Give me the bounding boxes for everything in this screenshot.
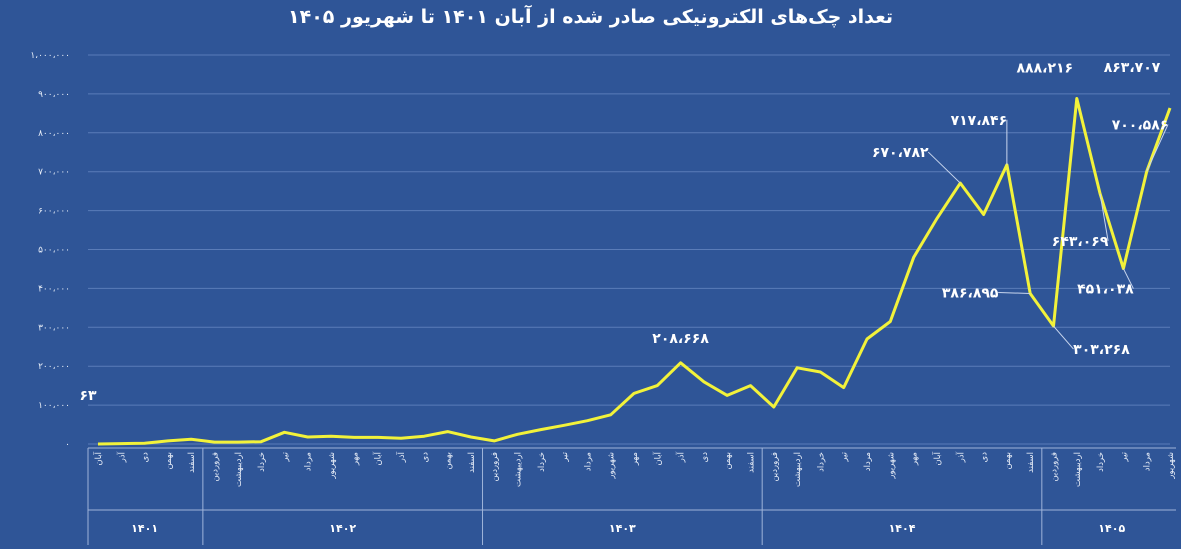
x-tick-label: دی [700, 452, 710, 463]
x-tick-label: شهریور [327, 452, 337, 480]
chart-title: تعداد چک‌های الکترونیکی صادر شده از آبان… [288, 6, 893, 28]
data-label-leader [1053, 325, 1074, 350]
x-tick-label: شهریور [886, 452, 896, 480]
data-label: ۴۵۱،۰۳۸ [1077, 282, 1134, 298]
data-label: ۲۰۸،۶۶۸ [652, 331, 709, 347]
data-label: ۷۱۷،۸۴۶ [951, 113, 1008, 129]
y-tick-label: ۴۰۰،۰۰۰ [38, 284, 70, 294]
x-tick-label: بهمن [444, 452, 454, 470]
data-label: ۸۸۸،۲۱۶ [1016, 60, 1073, 76]
x-tick-label: اردیبهشت [1073, 452, 1083, 487]
data-label-leader [927, 151, 961, 184]
x-tick-label: فروردین [211, 452, 221, 482]
data-label-leader [998, 291, 1031, 294]
x-tick-label: فروردین [1049, 452, 1059, 482]
x-tick-label: آبان [931, 451, 943, 465]
y-tick-label: ۹۰۰،۰۰۰ [38, 90, 70, 100]
x-tick-label: اسفند [747, 452, 757, 473]
y-tick-label: ۰ [65, 440, 70, 450]
data-label: ۷۰۰،۵۸۶ [1112, 117, 1169, 133]
y-tick-label: ۷۰۰،۰۰۰ [38, 168, 70, 178]
x-tick-label: خرداد [816, 452, 826, 472]
x-tick-label: تیر [280, 451, 290, 462]
x-tick-label: آذر [675, 451, 687, 463]
x-tick-label: دی [420, 452, 430, 463]
year-group-label: ۱۴۰۱ [131, 522, 158, 535]
year-group-label: ۱۴۰۲ [329, 522, 356, 535]
data-label-leader [1099, 193, 1109, 241]
x-tick-label: مرداد [304, 452, 314, 471]
x-tick-label: آبان [92, 451, 104, 465]
x-tick-label: خرداد [257, 452, 267, 472]
data-label: ۶۴۳،۰۶۹ [1052, 234, 1109, 250]
x-tick-label: مرداد [583, 452, 593, 471]
x-tick-label: آبان [372, 451, 384, 465]
x-tick-label: شهریور [607, 452, 617, 480]
x-tick-label: دی [980, 452, 990, 463]
x-tick-label: بهمن [1003, 452, 1013, 470]
x-tick-label: اسفند [1026, 452, 1036, 473]
data-label: ۳۸۶،۸۹۵ [942, 285, 999, 301]
x-tick-label: شهریور [1166, 452, 1176, 480]
x-tick-label: آذر [395, 451, 407, 463]
x-tick-label: آذر [115, 451, 127, 463]
data-label: ۶۷۰،۷۸۲ [872, 145, 929, 161]
year-group-label: ۱۴۰۳ [609, 522, 636, 535]
x-tick-label: اسفند [187, 452, 197, 473]
y-tick-label: ۶۰۰،۰۰۰ [38, 207, 70, 217]
data-label: ۸۶۳،۷۰۷ [1104, 60, 1161, 76]
y-tick-label: ۱۰۰،۰۰۰ [38, 401, 70, 411]
x-tick-label: مهر [350, 452, 360, 466]
y-tick-label: ۳۰۰،۰۰۰ [38, 323, 70, 333]
year-group-label: ۱۴۰۵ [1098, 522, 1125, 535]
x-tick-label: مرداد [1143, 452, 1153, 471]
x-tick-label: بهمن [723, 452, 733, 470]
x-tick-label: خرداد [537, 452, 547, 472]
data-label-leader [1122, 268, 1134, 289]
y-tick-label: ۲۰۰،۰۰۰ [38, 362, 70, 372]
data-label: ۶۳ [79, 388, 97, 404]
y-tick-label: ۸۰۰،۰۰۰ [38, 129, 70, 139]
x-tick-label: مرداد [863, 452, 873, 471]
x-tick-label: بهمن [164, 452, 174, 470]
x-tick-label: مهر [910, 452, 920, 466]
x-tick-label: اسفند [467, 452, 477, 473]
x-tick-label: اردیبهشت [793, 452, 803, 487]
x-tick-label: دی [141, 452, 151, 463]
x-tick-label: تیر [560, 451, 570, 462]
data-label: ۳۰۳،۲۶۸ [1073, 342, 1130, 358]
x-tick-label: اردیبهشت [513, 452, 523, 487]
y-tick-label: ۱،۰۰۰،۰۰۰ [30, 51, 70, 61]
x-tick-label: فروردین [770, 452, 780, 482]
x-tick-label: تیر [1119, 451, 1129, 462]
x-tick-label: تیر [840, 451, 850, 462]
series-line [97, 97, 1172, 446]
x-tick-label: اردیبهشت [234, 452, 244, 487]
y-tick-label: ۵۰۰،۰۰۰ [38, 246, 70, 256]
year-group-label: ۱۴۰۴ [889, 522, 916, 535]
x-tick-label: آذر [954, 451, 966, 463]
x-tick-label: خرداد [1096, 452, 1106, 472]
x-tick-label: فروردین [490, 452, 500, 482]
x-tick-label: مهر [630, 452, 640, 466]
data-label-leader [1146, 124, 1169, 172]
x-tick-label: آبان [651, 451, 663, 465]
